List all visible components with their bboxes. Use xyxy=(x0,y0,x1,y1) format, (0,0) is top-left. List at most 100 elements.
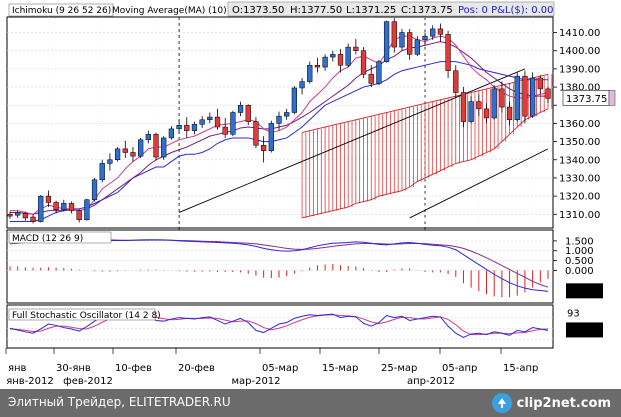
clip-icon xyxy=(491,393,512,413)
candle xyxy=(468,96,474,124)
low-value: L:1371.25 xyxy=(346,5,396,16)
candle-body xyxy=(161,137,167,158)
candle-body xyxy=(307,65,313,82)
macd-tick-label: 0.000 xyxy=(565,266,594,277)
candle-body xyxy=(383,21,390,62)
candle-body xyxy=(76,210,82,220)
candle-body xyxy=(284,112,290,117)
candle xyxy=(268,120,274,153)
macd-tick-label: 0.500 xyxy=(565,256,594,267)
candle-body xyxy=(153,134,159,158)
candle xyxy=(353,38,359,55)
stochastic-axis: 93 43.91 xyxy=(566,309,603,338)
candle-body xyxy=(199,119,205,125)
price-tick-label: 1310.00 xyxy=(559,210,600,221)
candle-body xyxy=(460,92,467,122)
candle-body xyxy=(529,77,536,117)
candle-body xyxy=(407,32,413,55)
candle xyxy=(199,116,205,128)
candle xyxy=(430,25,436,40)
candle xyxy=(99,159,105,183)
candle-body xyxy=(483,108,490,119)
candle-body xyxy=(207,116,213,121)
candle-body xyxy=(230,112,236,135)
candle xyxy=(537,75,543,95)
candle-body xyxy=(138,139,144,157)
time-month-label: фев-2012 xyxy=(63,376,113,387)
last-price-marker xyxy=(608,90,616,106)
candle xyxy=(91,177,98,202)
macd-label: MACD (12 26 9) xyxy=(12,234,83,244)
candle xyxy=(153,132,159,161)
brand[interactable]: clip2net.com xyxy=(491,392,611,414)
stochastic-current-box xyxy=(566,322,603,338)
stochastic-label-box xyxy=(8,308,156,321)
candle-body xyxy=(522,75,528,117)
candle xyxy=(7,211,13,219)
candle-body xyxy=(353,46,359,51)
open-value: O:1373.50 xyxy=(232,5,284,16)
candle xyxy=(53,200,59,214)
candle xyxy=(107,153,113,171)
senkou-span-a xyxy=(301,108,549,219)
candle-body xyxy=(514,75,520,121)
candle xyxy=(138,137,144,158)
candle xyxy=(407,28,413,60)
time-day-label: 05-апр xyxy=(442,363,477,374)
candle-body xyxy=(99,163,105,180)
brand-text: clip2net.com xyxy=(516,395,611,411)
price-tick-label: 1320.00 xyxy=(559,192,600,203)
time-day-label: янв xyxy=(8,363,27,374)
candle-body xyxy=(430,28,436,37)
candle-body xyxy=(345,46,351,66)
candle xyxy=(22,211,29,221)
candle-body xyxy=(176,124,182,130)
price-tick-label: 1350.00 xyxy=(559,137,600,148)
candle-body xyxy=(222,126,228,135)
time-month-label: янв-2012 xyxy=(6,376,54,387)
candle xyxy=(476,94,482,117)
candle-body xyxy=(114,148,121,161)
candle xyxy=(376,59,382,86)
time-day-label: 20-фев xyxy=(178,363,215,374)
macd-current-label: -1.06 xyxy=(569,287,595,298)
candle xyxy=(276,111,282,131)
price-tick-label: 1390.00 xyxy=(559,64,600,75)
price-tick-label: 1410.00 xyxy=(559,28,600,39)
chart: 1410.00 1400.00 1390.00 1380.00 1360.00 1350.… xyxy=(5,1,616,387)
candle xyxy=(399,28,405,51)
candle-body xyxy=(214,116,221,128)
candle-body xyxy=(260,144,267,151)
last-price-label: 1373.75 xyxy=(566,94,607,105)
price-tick-label: 1330.00 xyxy=(559,173,600,184)
candle-body xyxy=(191,124,198,131)
candle-body xyxy=(168,128,175,139)
time-axis: янв 30-янв 10-фев 20-фев 05-мар 15-мар 25-мар 0… xyxy=(5,348,538,387)
candle-body xyxy=(7,214,13,217)
time-day-label: 25-мар xyxy=(381,363,417,374)
candle xyxy=(168,126,175,140)
candle xyxy=(61,199,67,212)
candle-body xyxy=(237,104,244,113)
candle-body xyxy=(291,87,298,113)
ohlc-box xyxy=(227,1,555,17)
macd-tick-label: 1.000 xyxy=(565,246,594,257)
candle xyxy=(337,48,344,73)
candle xyxy=(114,147,121,162)
candle-body xyxy=(145,134,151,141)
candle xyxy=(253,117,259,148)
candle-body xyxy=(422,35,428,41)
candle xyxy=(360,47,367,78)
stochastic-label: Full Stochastic Oscillator (14 2 8) xyxy=(12,311,161,321)
candle-body xyxy=(22,213,29,219)
macd-tick-label: 1.500 xyxy=(565,236,594,247)
time-day-label: 15-апр xyxy=(503,363,538,374)
candle-body xyxy=(491,88,497,119)
candle xyxy=(176,120,182,133)
candle-body xyxy=(268,123,274,151)
candle-body xyxy=(61,203,67,210)
candle-body xyxy=(537,77,543,90)
candle-body xyxy=(30,216,36,222)
candle xyxy=(291,86,298,115)
